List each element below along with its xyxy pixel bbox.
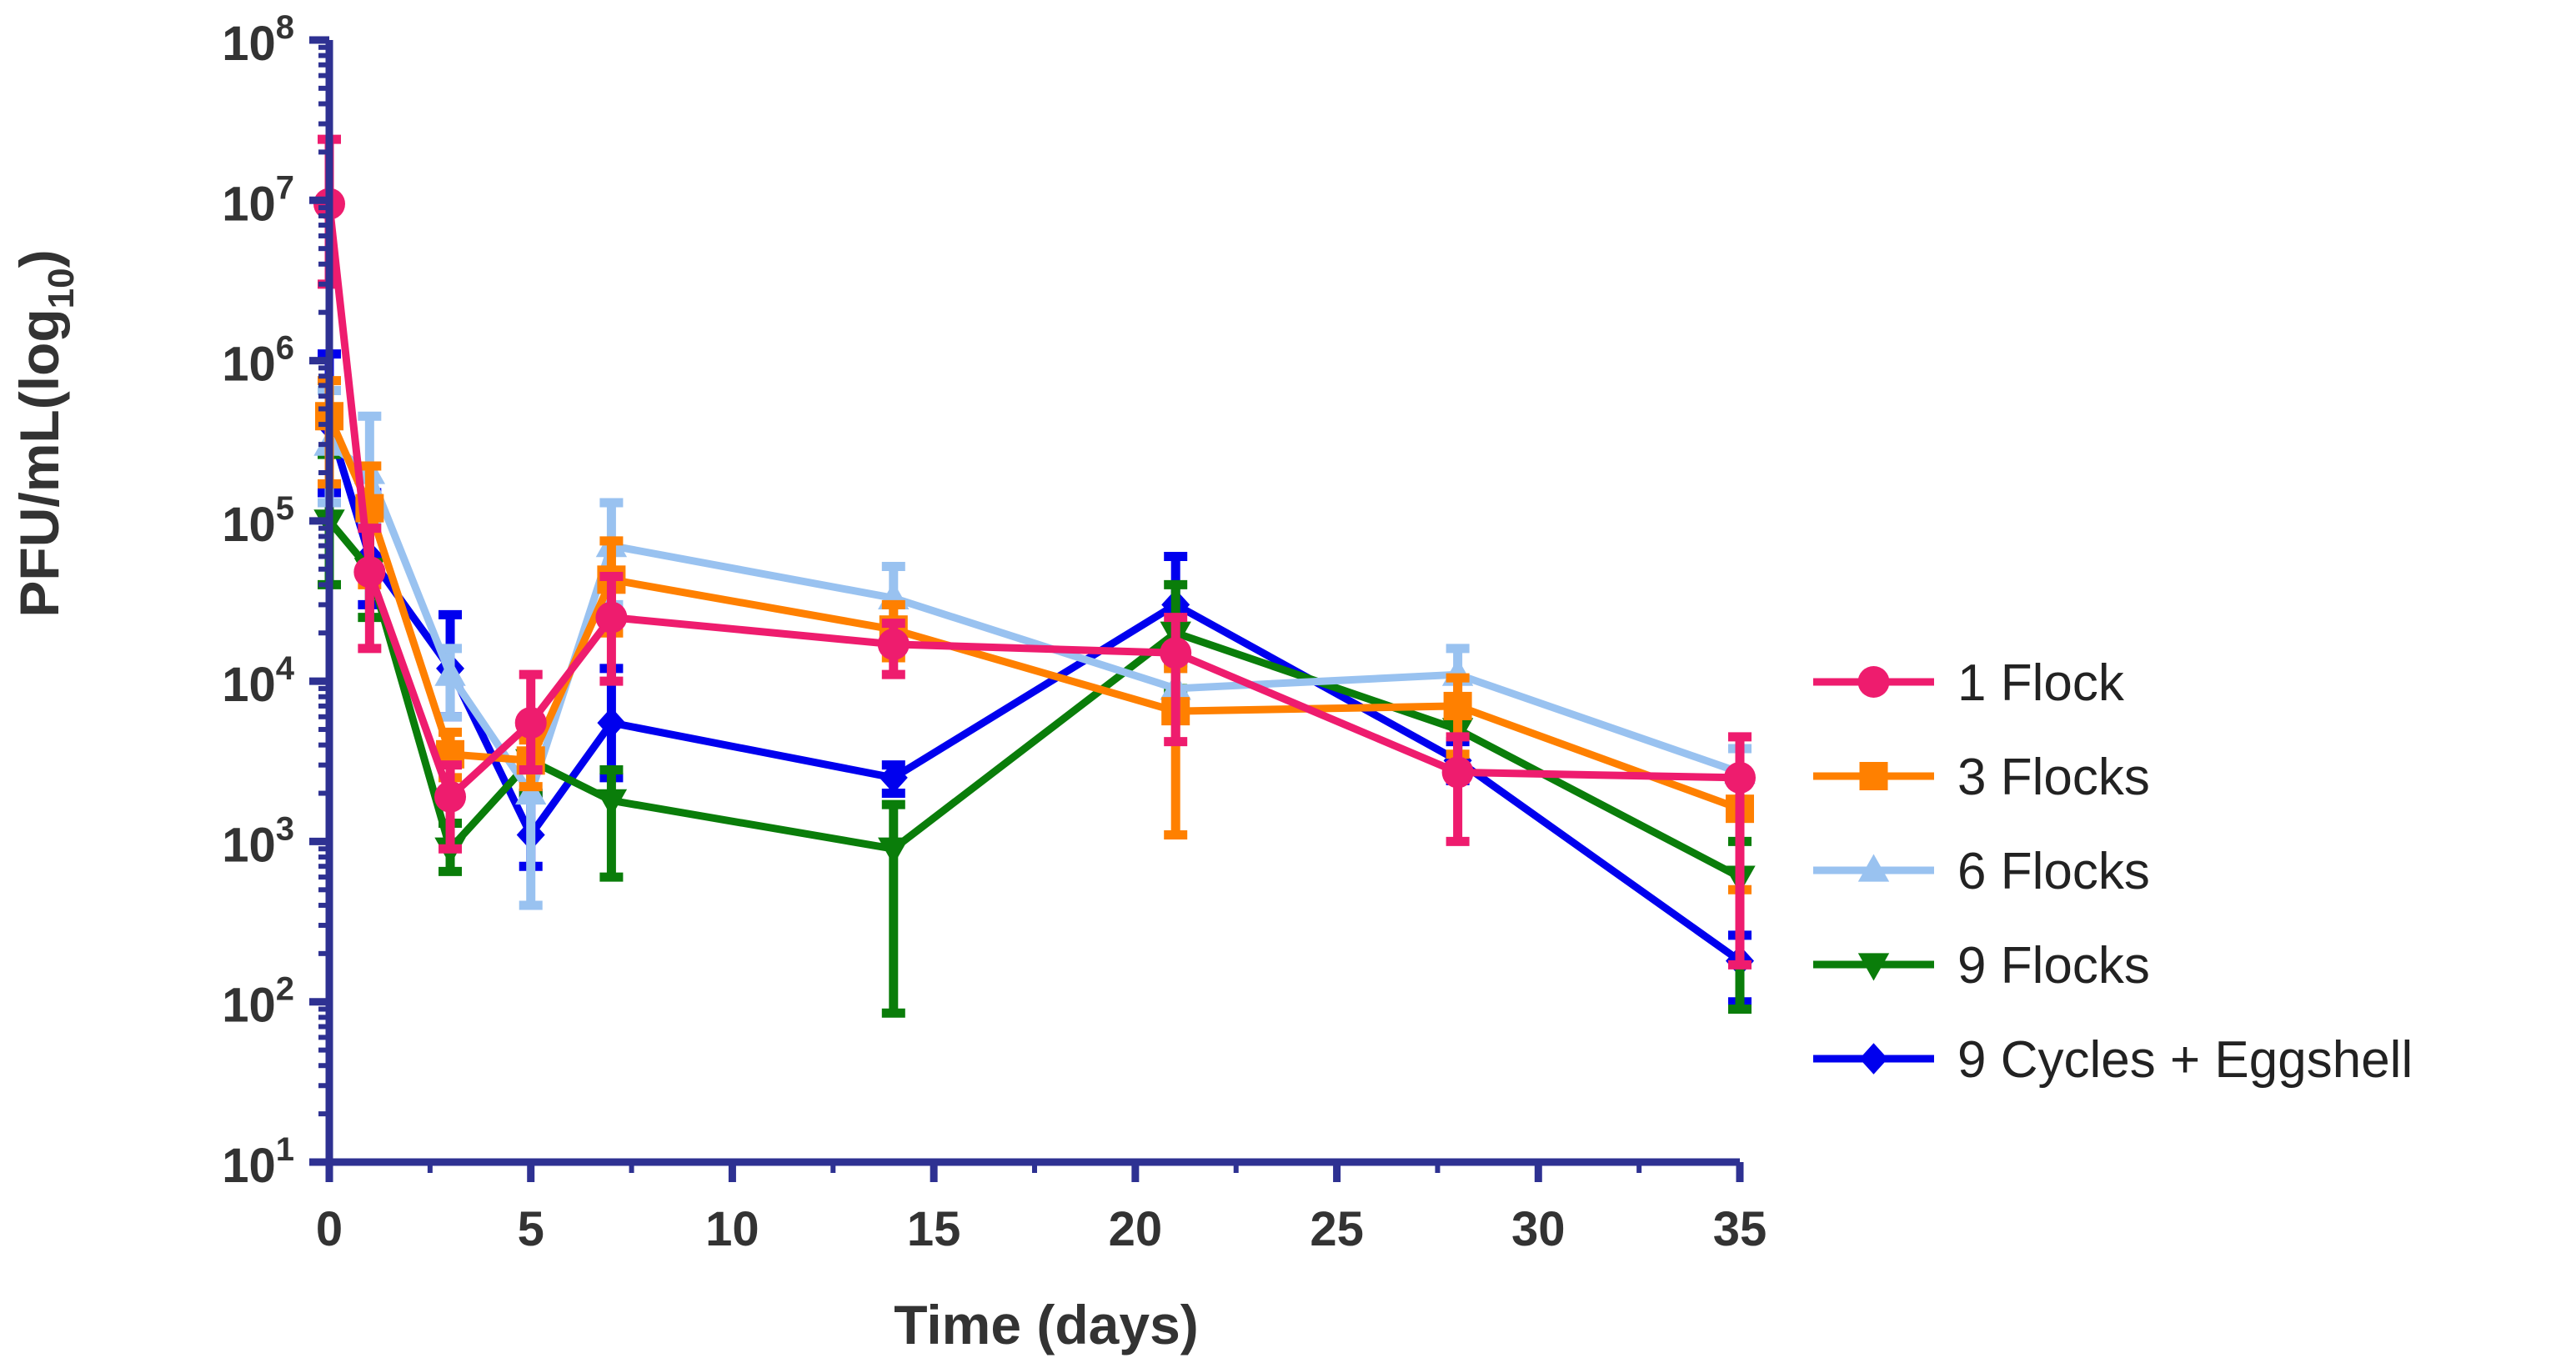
series-1-flock — [313, 134, 1756, 970]
y-tick-label: 108 — [222, 9, 294, 71]
data-point-1-flock-4 — [595, 601, 628, 634]
legend-item-9-flocks: 9 Flocks — [1813, 937, 2150, 995]
data-point-6-flocks-2 — [434, 658, 466, 686]
data-point-1-flock-5 — [877, 628, 910, 660]
error-bar-9-flocks-5 — [881, 799, 905, 1018]
y-tick-label: 104 — [222, 650, 295, 712]
x-axis-label: Time (days) — [894, 1294, 1199, 1355]
legend-marker — [1857, 953, 1890, 981]
data-point-9-cycles-eggshell-4 — [597, 707, 626, 739]
legend-label: 6 Flocks — [1957, 843, 2150, 900]
plot-area — [313, 134, 1756, 1018]
x-tick-label: 30 — [1511, 1202, 1566, 1256]
data-point-1-flock-6 — [1160, 637, 1192, 669]
legend-item-3-flocks: 3 Flocks — [1813, 749, 2150, 806]
legend-item-6-flocks: 6 Flocks — [1813, 843, 2150, 900]
legend-item-1-flock: 1 Flock — [1813, 654, 2125, 712]
y-tick-label: 101 — [222, 1131, 294, 1193]
error-bar-1-flock-7 — [1446, 732, 1470, 846]
y-tick-label: 107 — [222, 169, 294, 231]
data-point-1-flock-2 — [434, 780, 467, 813]
series-line-1-flock — [325, 203, 1741, 801]
data-point-1-flock-7 — [1441, 756, 1474, 789]
x-tick-label: 10 — [705, 1202, 759, 1256]
legend: 1 Flock 3 Flocks 6 Flocks 9 Flocks 9 Cycles … — [1813, 654, 2413, 1089]
axes: 101 102 103 104 105 106 107 108 0 5 10 15 20 25 30 35 — [222, 9, 1767, 1256]
x-tick-label: 25 — [1310, 1202, 1364, 1256]
data-point-1-flock-1 — [353, 556, 386, 589]
x-tick-label: 5 — [518, 1202, 544, 1256]
y-tick-label: 105 — [222, 490, 294, 552]
x-tick-label: 35 — [1713, 1202, 1767, 1256]
legend-label: 9 Flocks — [1957, 937, 2150, 995]
legend-label: 1 Flock — [1957, 654, 2125, 712]
data-point-3-flocks-7 — [1443, 691, 1472, 720]
y-tick-label: 103 — [222, 810, 294, 872]
legend-marker — [1859, 1043, 1888, 1075]
x-tick-label: 15 — [907, 1202, 961, 1256]
series-line-9-cycles-eggshell — [325, 423, 1742, 965]
data-point-1-flock-8 — [1724, 761, 1756, 794]
data-point-9-flocks-4 — [595, 789, 628, 817]
x-tick-label: 20 — [1109, 1202, 1163, 1256]
legend-marker — [1857, 854, 1890, 882]
y-tick-label: 106 — [222, 330, 294, 392]
data-point-9-flocks-5 — [878, 837, 910, 865]
legend-item-9-cycles-eggshell: 9 Cycles + Eggshell — [1813, 1031, 2413, 1089]
y-tick-label: 102 — [222, 971, 294, 1033]
legend-marker — [1857, 666, 1890, 698]
error-bar-9-flocks-4 — [599, 764, 624, 882]
data-point-9-cycles-eggshell-5 — [879, 762, 908, 794]
y-axis-label: PFU/mL(log10) — [8, 249, 82, 617]
x-tick-label: 0 — [316, 1202, 343, 1256]
legend-label: 3 Flocks — [1957, 749, 2150, 806]
legend-label: 9 Cycles + Eggshell — [1957, 1031, 2413, 1089]
data-point-1-flock-3 — [514, 707, 547, 739]
legend-marker — [1859, 762, 1888, 790]
